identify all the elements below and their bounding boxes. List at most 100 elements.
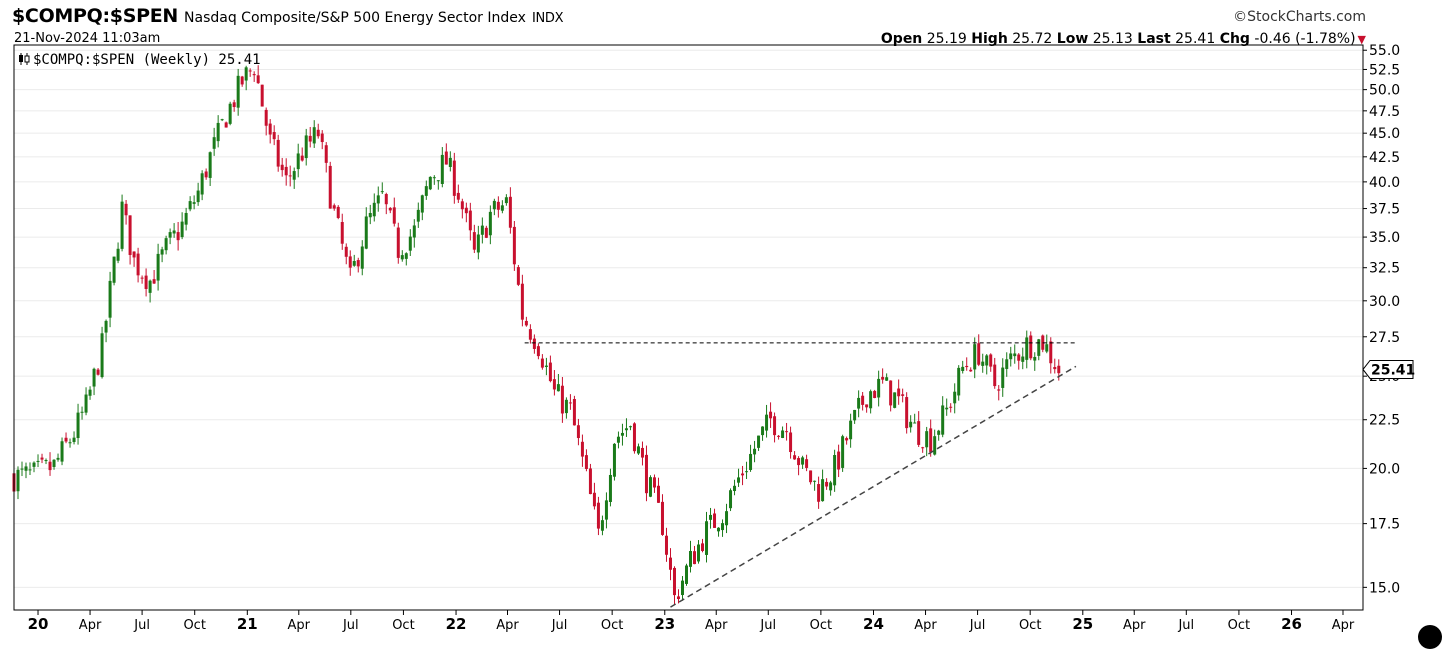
candle-body: [612, 443, 616, 477]
candle-body: [833, 455, 837, 486]
candle-body: [204, 171, 208, 178]
candle-body: [184, 212, 188, 225]
candle-body: [596, 502, 600, 529]
candle-body: [881, 376, 885, 380]
x-tick-label: Jul: [551, 618, 568, 633]
candle-body: [408, 236, 412, 251]
candle-body: [717, 527, 721, 532]
candle-body: [777, 435, 781, 437]
annotations: [524, 342, 1077, 608]
exchange-label: INDX: [531, 11, 564, 26]
x-tick-label: 22: [446, 615, 467, 633]
candle-body: [392, 207, 396, 224]
candle-body: [572, 399, 576, 426]
candle-body: [801, 457, 805, 465]
x-tick-label: Apr: [914, 618, 937, 633]
candle-body: [981, 361, 985, 366]
plot-frame: [13, 44, 1364, 611]
y-tick-label: 35.0: [1369, 230, 1400, 246]
y-tick-label: 37.5: [1369, 202, 1400, 218]
candle-body: [316, 129, 320, 137]
candle-body: [1021, 356, 1025, 362]
chg-label: Chg: [1219, 31, 1250, 47]
candle-body: [709, 514, 713, 520]
x-tick-label: Jul: [759, 618, 776, 633]
candle-body: [320, 133, 324, 143]
x-tick-label: Oct: [1228, 618, 1250, 633]
candle-body: [1029, 335, 1033, 359]
candle-body: [20, 468, 24, 470]
chart-datetime: 21-Nov-2024 11:03am: [14, 31, 161, 46]
candle-body: [280, 164, 284, 171]
candle-body: [464, 207, 468, 214]
candle-body: [416, 209, 420, 222]
candle-body: [112, 256, 116, 283]
candle-body: [388, 207, 392, 211]
candle-body: [188, 201, 192, 210]
candle-body: [240, 76, 244, 85]
candle-body: [448, 157, 452, 167]
candle-body: [412, 225, 416, 238]
candle-body: [933, 436, 937, 455]
candle-body: [360, 246, 364, 269]
y-tick-label: 47.5: [1369, 104, 1400, 120]
candle-body: [576, 425, 580, 439]
candle-body: [877, 378, 881, 398]
candle-body: [656, 485, 660, 503]
candle-body: [636, 446, 640, 454]
y-tick-label: 27.5: [1369, 330, 1400, 346]
candle-body: [304, 135, 308, 159]
x-tick-label: Apr: [1123, 618, 1146, 633]
candle-body: [176, 232, 180, 241]
candle-body: [841, 436, 845, 468]
candle-body: [1009, 353, 1013, 360]
candle-body: [260, 84, 264, 107]
candle-body: [272, 132, 276, 140]
candle-body: [56, 457, 60, 460]
candle-body: [36, 460, 40, 462]
candle-body: [380, 191, 384, 193]
brand-label: StockCharts.com: [1247, 9, 1366, 25]
y-tick-label: 30.0: [1369, 294, 1400, 310]
candle-body: [192, 202, 196, 204]
candle-body: [116, 248, 120, 261]
candle-body: [528, 329, 532, 340]
candle-body: [152, 279, 156, 284]
candle-body: [624, 428, 628, 431]
candle-body: [256, 75, 260, 84]
candle-body: [160, 249, 164, 255]
candle-body: [749, 453, 753, 470]
candle-body: [793, 455, 797, 460]
candle-body: [825, 481, 829, 487]
candle-body: [941, 405, 945, 435]
candle-body: [16, 469, 20, 492]
candle-body: [949, 406, 953, 408]
candle-body: [472, 232, 476, 250]
candle-body: [72, 437, 76, 442]
brand-logo[interactable]: ©StockCharts.com: [1233, 9, 1366, 25]
candle-body: [689, 550, 693, 567]
candle-body: [1049, 341, 1053, 364]
candle-body: [668, 557, 672, 570]
candle-body: [268, 123, 272, 135]
candle-body: [705, 521, 709, 555]
y-tick-label: 55.0: [1369, 43, 1400, 59]
candle-body: [945, 407, 949, 410]
candle-body: [1033, 356, 1037, 361]
y-tick-label: 50.0: [1369, 83, 1400, 99]
candle-body: [552, 379, 556, 390]
candle-body: [985, 355, 989, 366]
candle-body: [232, 102, 236, 108]
candle-body: [124, 203, 128, 216]
x-axis: 20 Apr Jul Oct 21 Apr Jul Oct 22 Apr Jul Oct 23 Apr Ju…: [28, 610, 1355, 633]
candle-body: [937, 430, 941, 435]
y-tick-label: 42.5: [1369, 150, 1400, 166]
candle-body: [96, 369, 100, 375]
candle-body: [600, 520, 604, 531]
candle-body: [588, 468, 592, 495]
candle-body: [753, 448, 757, 455]
candle-body: [809, 470, 813, 483]
help-button[interactable]: [1418, 625, 1442, 649]
candle-body: [1037, 339, 1041, 356]
